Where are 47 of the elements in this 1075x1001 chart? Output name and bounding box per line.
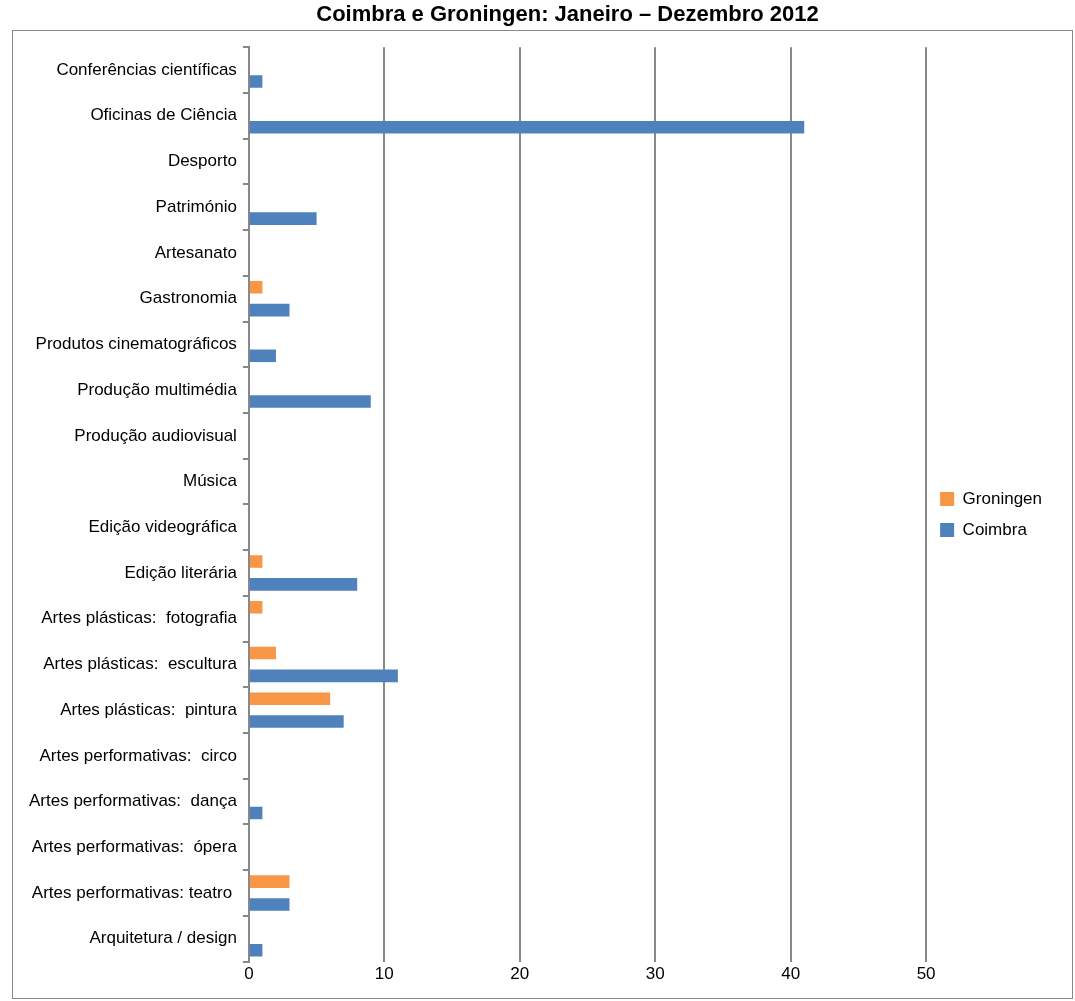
bar [249,555,263,568]
y-tick-label: Gastronomia [139,288,238,308]
bar [249,692,331,705]
bar [249,943,263,957]
y-tick-label: Produção audiovisual [74,425,237,445]
y-tick-label: Artes plásticas: fotografia [41,608,238,628]
y-tick-label: Artesanato [154,242,237,262]
y-tick-label: Conferências científicas [56,59,237,79]
y-tick-label: Artes performativas: dança [28,791,238,811]
x-tick-label: 0 [244,964,254,984]
bar [249,303,290,317]
bar [249,600,263,614]
bar [249,578,358,591]
y-tick-label: Oficinas de Ciência [90,105,238,125]
y-tick-label: Património [155,196,237,216]
bar [249,646,276,660]
x-tick-label: 40 [781,964,801,984]
bar [249,212,317,225]
y-tick-label: Produção multimédia [77,379,238,399]
y-tick-label: Música [183,471,238,491]
x-tick-label: 50 [916,964,936,984]
y-tick-label: Edição videográfica [88,516,238,536]
bar [249,349,276,363]
y-tick-label: Artes performativas: ópera [31,836,238,856]
bar [249,806,263,820]
y-tick-label: Arquitetura / design [89,928,237,948]
y-tick-label: Desporto [167,151,237,171]
bar [249,280,263,294]
bar [249,875,290,888]
x-tick-label: 20 [510,964,530,984]
chart-title: Coimbra e Groningen: Janeiro – Dezembro 2012 [315,0,820,28]
y-tick-label: Artes performativas: teatro [31,882,237,902]
bar [249,120,805,134]
y-tick-label: Artes performativas: circo [39,745,237,765]
legend-label: Groningen [962,488,1042,508]
legend-label: Coimbra [962,519,1028,539]
y-tick-label: Edição literária [124,562,238,582]
x-tick-label: 10 [374,964,394,984]
bar [249,75,263,88]
y-tick-label: Produtos cinematográficos [35,334,237,354]
bar [249,395,371,408]
x-tick-label: 30 [645,964,665,984]
bar [249,669,398,683]
bar [249,898,290,911]
y-tick-label: Artes plásticas: escultura [43,654,238,674]
bar [249,715,344,728]
y-tick-label: Artes plásticas: pintura [60,699,238,719]
